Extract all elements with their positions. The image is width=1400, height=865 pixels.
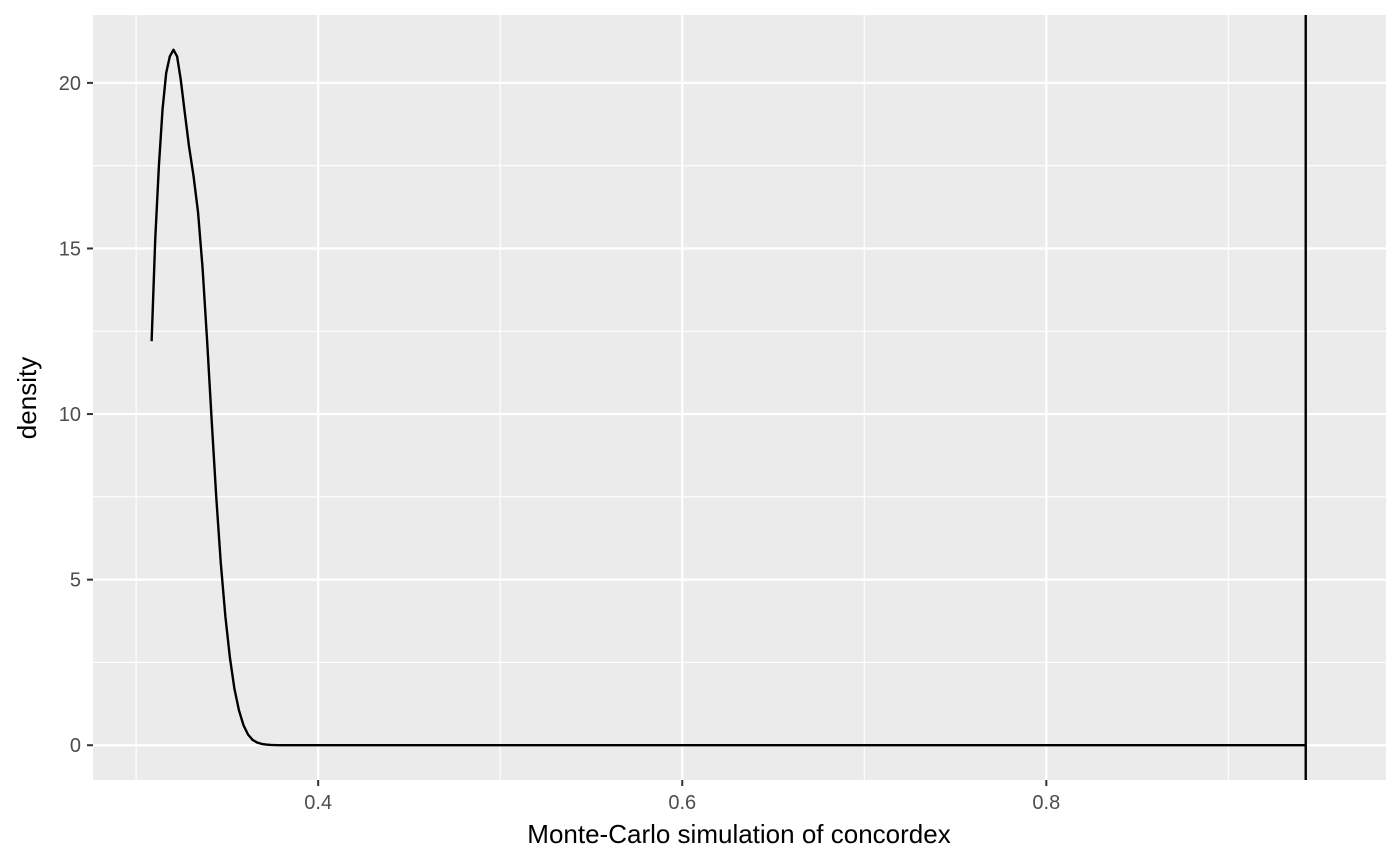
x-axis-title: Monte-Carlo simulation of concordex [527, 819, 950, 849]
x-tick-label: 0.4 [304, 792, 332, 814]
x-tick-label: 0.6 [668, 792, 696, 814]
x-axis: 0.4 0.6 0.8 [304, 780, 1060, 814]
plot-panel [93, 15, 1386, 780]
y-tick-label: 0 [70, 735, 81, 757]
density-curve [150, 48, 1306, 747]
y-axis: 0 5 10 15 20 [59, 73, 93, 757]
y-tick-label: 15 [59, 238, 81, 260]
y-tick-label: 20 [59, 73, 81, 95]
y-tick-label: 5 [70, 570, 81, 592]
y-tick-label: 10 [59, 404, 81, 426]
y-axis-title: density [12, 357, 42, 439]
x-tick-label: 0.8 [1032, 792, 1060, 814]
minor-gridlines [93, 15, 1386, 780]
series-layer [150, 48, 1306, 747]
